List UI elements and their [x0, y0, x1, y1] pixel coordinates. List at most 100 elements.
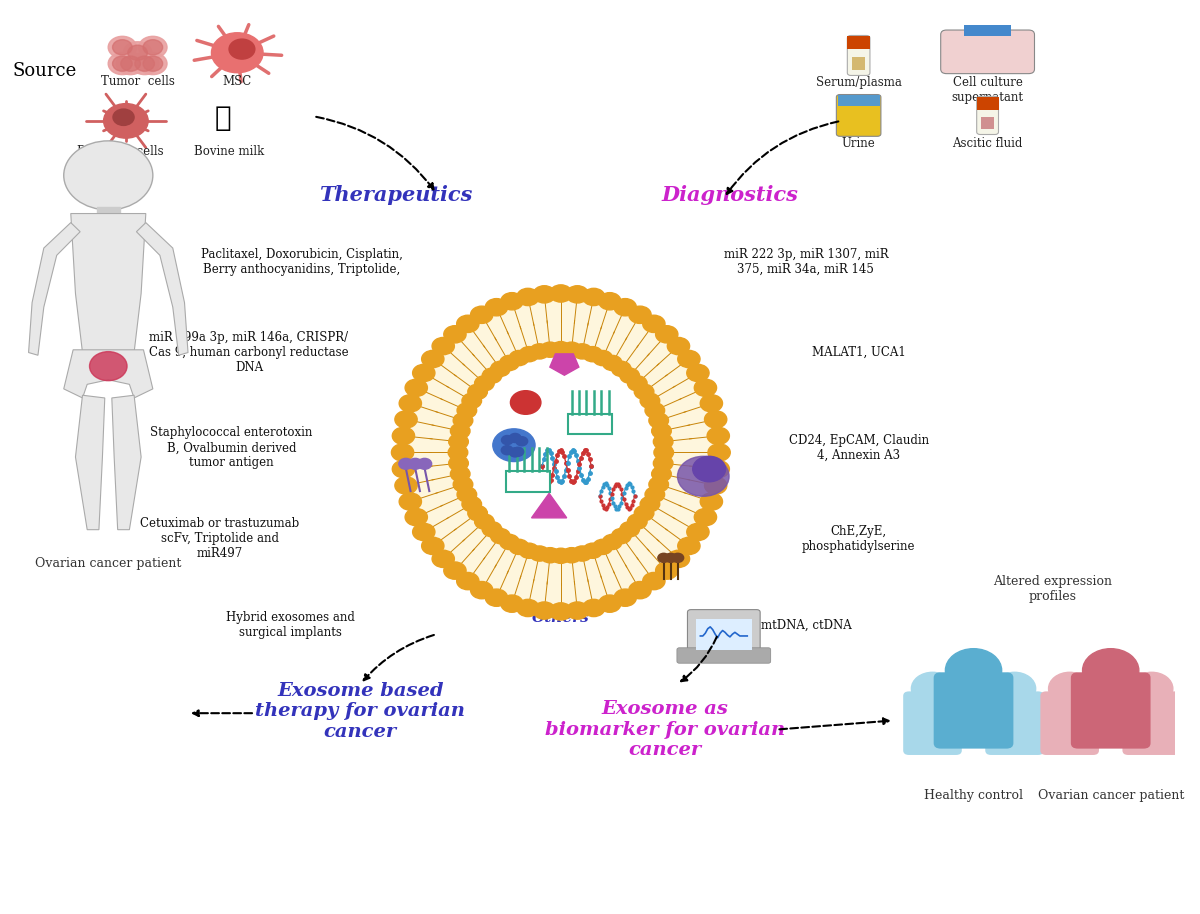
Circle shape: [678, 350, 700, 367]
Circle shape: [583, 600, 605, 617]
Circle shape: [629, 581, 652, 599]
Circle shape: [692, 456, 726, 482]
Circle shape: [468, 384, 487, 399]
Circle shape: [391, 444, 414, 461]
Text: Bovine milk: Bovine milk: [194, 145, 264, 158]
Circle shape: [491, 361, 510, 377]
Circle shape: [491, 528, 510, 544]
FancyBboxPatch shape: [977, 96, 998, 134]
Circle shape: [620, 522, 640, 537]
Circle shape: [515, 446, 527, 455]
Circle shape: [593, 539, 612, 555]
Circle shape: [485, 299, 508, 316]
Circle shape: [432, 550, 455, 568]
Text: Staphylococcal enterotoxin
B, Ovalbumin derived
tumor antigen: Staphylococcal enterotoxin B, Ovalbumin …: [150, 427, 312, 470]
Circle shape: [493, 429, 535, 462]
Circle shape: [628, 514, 647, 529]
Text: Ovarian cancer patient: Ovarian cancer patient: [35, 557, 181, 570]
Text: Serum/plasma: Serum/plasma: [816, 77, 901, 90]
Text: Exosome as
biomarker for ovarian
cancer: Exosome as biomarker for ovarian cancer: [545, 700, 785, 760]
Circle shape: [454, 413, 473, 428]
Text: Ascitic fluid: Ascitic fluid: [953, 137, 1022, 150]
Circle shape: [500, 444, 512, 453]
Circle shape: [510, 448, 522, 457]
Circle shape: [121, 56, 140, 71]
Circle shape: [449, 434, 468, 450]
Circle shape: [131, 53, 158, 75]
Circle shape: [566, 286, 588, 303]
Circle shape: [413, 365, 434, 382]
Circle shape: [124, 42, 151, 64]
Polygon shape: [112, 395, 142, 530]
Text: 🐄: 🐄: [215, 104, 232, 133]
Circle shape: [635, 384, 654, 399]
Circle shape: [500, 292, 523, 310]
Circle shape: [686, 524, 709, 540]
Circle shape: [449, 456, 468, 471]
Circle shape: [572, 546, 592, 561]
Circle shape: [418, 458, 432, 469]
Circle shape: [520, 346, 539, 362]
Circle shape: [139, 53, 167, 75]
Circle shape: [499, 535, 520, 549]
Text: Ovarian cancer patient: Ovarian cancer patient: [1038, 789, 1184, 802]
Circle shape: [640, 393, 660, 409]
Circle shape: [695, 508, 716, 526]
Circle shape: [457, 572, 479, 590]
Circle shape: [551, 342, 571, 356]
Circle shape: [468, 505, 487, 521]
Circle shape: [572, 344, 592, 359]
Circle shape: [635, 505, 654, 521]
Bar: [852, 57, 865, 70]
Circle shape: [457, 315, 479, 333]
Circle shape: [500, 595, 523, 612]
Bar: [977, 97, 998, 110]
FancyBboxPatch shape: [847, 36, 870, 76]
Circle shape: [509, 350, 529, 366]
Bar: [982, 117, 994, 129]
Circle shape: [485, 589, 508, 606]
FancyBboxPatch shape: [688, 610, 760, 655]
Circle shape: [474, 514, 494, 529]
FancyBboxPatch shape: [904, 691, 962, 755]
Circle shape: [457, 487, 476, 502]
Circle shape: [450, 466, 470, 482]
Circle shape: [529, 344, 550, 359]
Circle shape: [911, 673, 954, 705]
Circle shape: [646, 487, 665, 502]
Circle shape: [599, 595, 620, 612]
Circle shape: [509, 539, 529, 555]
Circle shape: [652, 466, 671, 482]
Text: Cell culture
supernatant: Cell culture supernatant: [952, 77, 1024, 104]
Circle shape: [653, 456, 673, 471]
FancyArrowPatch shape: [682, 637, 716, 681]
Polygon shape: [76, 395, 104, 530]
FancyBboxPatch shape: [941, 30, 1034, 74]
FancyArrowPatch shape: [364, 635, 434, 680]
Circle shape: [1082, 649, 1139, 692]
FancyArrowPatch shape: [727, 122, 839, 194]
Circle shape: [667, 337, 690, 355]
Bar: [964, 25, 1012, 37]
Circle shape: [395, 410, 418, 428]
Circle shape: [704, 410, 727, 428]
Text: CD24, EpCAM, Claudin
4, Annexin A3: CD24, EpCAM, Claudin 4, Annexin A3: [788, 434, 929, 462]
Polygon shape: [532, 494, 566, 518]
Text: Cetuximab or trastuzumab
scFv, Triptolide and
miR497: Cetuximab or trastuzumab scFv, Triptolid…: [140, 517, 299, 560]
Bar: [838, 95, 880, 106]
Circle shape: [593, 350, 612, 366]
Circle shape: [540, 547, 560, 563]
FancyBboxPatch shape: [1040, 691, 1099, 755]
Circle shape: [116, 53, 145, 75]
Circle shape: [540, 342, 560, 357]
Text: Healthy control: Healthy control: [924, 789, 1024, 802]
Circle shape: [695, 379, 716, 397]
Circle shape: [701, 493, 722, 510]
Circle shape: [562, 547, 581, 563]
Circle shape: [653, 434, 673, 450]
FancyBboxPatch shape: [836, 94, 881, 136]
Polygon shape: [29, 223, 80, 356]
Circle shape: [229, 39, 254, 59]
Bar: [568, 414, 612, 434]
Circle shape: [448, 445, 468, 460]
